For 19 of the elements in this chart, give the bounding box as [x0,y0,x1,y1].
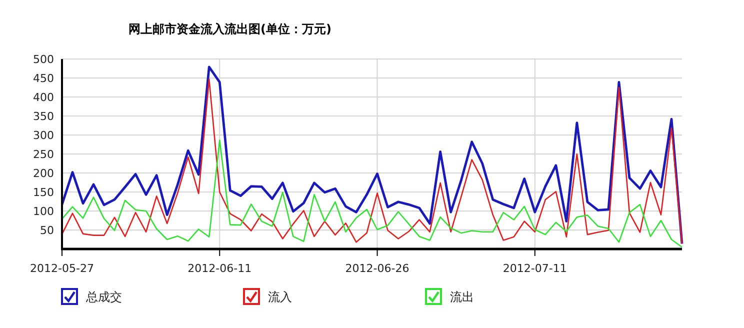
legend-label: 流入 [268,290,292,304]
x-tick-label: 2012-05-27 [30,262,94,275]
y-tick-label: 300 [33,129,54,142]
chart-title: 网上邮市资金流入流出图(单位：万元) [128,22,332,36]
y-tick-label: 200 [33,167,54,180]
y-tick-label: 100 [33,205,54,218]
y-tick-label: 150 [33,186,54,199]
x-tick-label: 2012-06-11 [188,262,252,275]
y-tick-label: 250 [33,148,54,161]
y-tick-label: 50 [40,224,54,237]
line-series [61,140,683,248]
y-tick-label: 350 [33,110,54,123]
x-tick-label: 2012-07-11 [502,262,567,275]
legend-label: 总成交 [85,290,122,304]
y-tick-label: 400 [33,91,54,104]
x-tick-label: 2012-06-26 [345,262,410,275]
y-tick-label: 500 [33,53,54,66]
legend-label: 流出 [450,290,474,304]
y-tick-label: 450 [33,72,54,85]
